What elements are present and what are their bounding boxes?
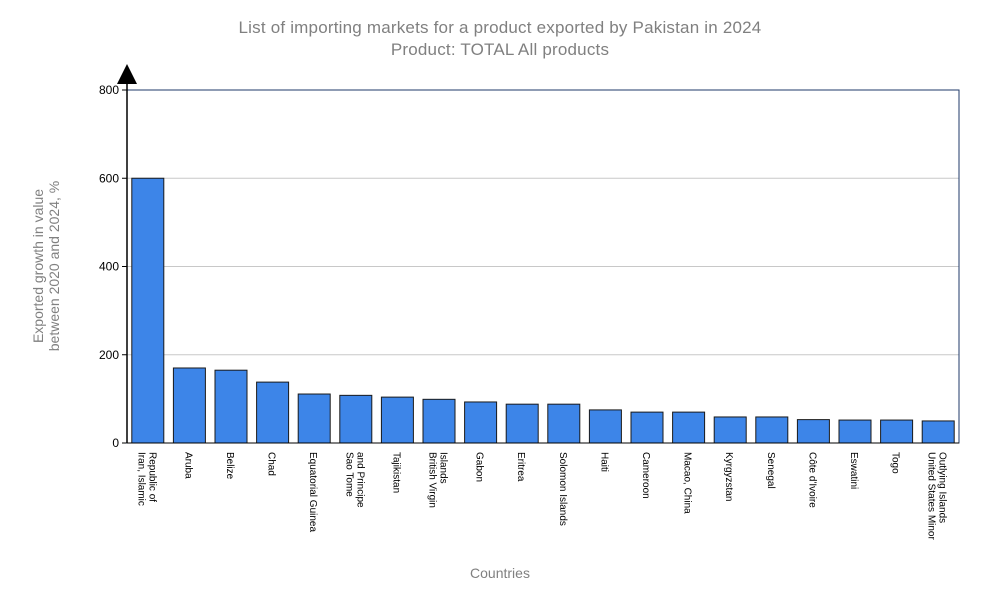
- y-tick-label: 800: [99, 83, 119, 97]
- x-tick-label: Kyrgyzstan: [723, 452, 734, 501]
- y-tick-label: 400: [99, 260, 119, 274]
- bar: [464, 401, 498, 444]
- y-tick-label: 0: [112, 436, 119, 450]
- x-tick-label: Aruba: [182, 452, 193, 479]
- x-tick-label-line: Sao Tome: [343, 452, 354, 497]
- x-tick-label-line: Côte d'Ivoire: [806, 452, 817, 508]
- x-tick-label-line: and Principe: [354, 452, 365, 508]
- chart-subtitle: Product: TOTAL All products: [390, 40, 610, 59]
- y-tick-labels: 0 200 400 600 800: [99, 83, 119, 450]
- x-tick-label: Sao Tome and Principe: [343, 452, 365, 508]
- bar: [339, 394, 373, 444]
- x-tick-label-line: Eswatini: [848, 452, 859, 489]
- bars: [131, 177, 955, 444]
- x-tick-label: Eritrea: [515, 452, 526, 482]
- y-tick-label: 600: [99, 171, 119, 185]
- bar: [713, 416, 747, 444]
- y-axis-arrow-icon: [117, 64, 137, 84]
- x-tick-label-line: Solomon Islands: [557, 452, 568, 526]
- x-tick-label: Côte d'Ivoire: [806, 452, 817, 508]
- x-tick-label: Belize: [224, 452, 235, 480]
- x-tick-label-line: Haiti: [598, 452, 609, 472]
- x-tick-label-line: Cameroon: [640, 452, 651, 499]
- x-tick-label-line: Outlying Islands: [937, 452, 948, 523]
- bar: [672, 411, 706, 444]
- x-tick-label-line: Eritrea: [515, 452, 526, 482]
- bar: [921, 420, 955, 444]
- x-tick-label: Chad: [266, 452, 277, 476]
- bar: [755, 416, 789, 444]
- x-axis-label: Countries: [470, 565, 530, 581]
- x-tick-label-line: Gabon: [474, 452, 485, 482]
- x-tick-label-line: Tajikistan: [390, 452, 401, 493]
- x-tick-label: Tajikistan: [390, 452, 401, 493]
- bar: [505, 403, 539, 444]
- bar: [131, 177, 165, 444]
- bar: [380, 396, 414, 444]
- bar: [297, 393, 331, 444]
- bar: [172, 367, 206, 444]
- x-tick-label-line: Togo: [890, 452, 901, 474]
- x-tick-label: Gabon: [474, 452, 485, 482]
- x-tick-label: Macao, China: [682, 452, 693, 514]
- x-tick-label-line: Iran, Islamic: [135, 452, 146, 506]
- bar: [547, 403, 581, 444]
- bar: [838, 419, 872, 444]
- x-tick-label: British Virgin Islands: [427, 452, 449, 508]
- x-tick-label-line: Chad: [266, 452, 277, 476]
- x-tick-label: Senegal: [765, 452, 776, 489]
- chart-title: List of importing markets for a product …: [238, 18, 762, 37]
- x-tick-label-line: Equatorial Guinea: [307, 452, 318, 532]
- x-tick-label-line: Senegal: [765, 452, 776, 489]
- x-tick-label: Eswatini: [848, 452, 859, 489]
- x-tick-label-line: Belize: [224, 452, 235, 480]
- bar: [256, 381, 290, 444]
- x-tick-label: United States Minor Outlying Islands: [926, 452, 948, 540]
- y-tick-label: 200: [99, 348, 119, 362]
- bar: [796, 419, 830, 444]
- x-tick-label-line: Islands: [438, 452, 449, 484]
- x-tick-label: Solomon Islands: [557, 452, 568, 526]
- x-tick-labels: Iran, Islamic Republic of Aruba Belize Chad E…: [135, 452, 947, 540]
- x-tick-label-line: United States Minor: [926, 452, 937, 540]
- bar: [214, 369, 248, 444]
- x-tick-label: Haiti: [598, 452, 609, 472]
- x-tick-label-line: Kyrgyzstan: [723, 452, 734, 501]
- x-tick-label: Togo: [890, 452, 901, 474]
- x-tick-label-line: Republic of: [146, 452, 157, 502]
- axes: [117, 64, 960, 444]
- gridlines: [127, 177, 959, 356]
- x-tick-label: Cameroon: [640, 452, 651, 499]
- bar: [630, 411, 664, 444]
- bar: [422, 398, 456, 444]
- x-tick-label-line: Macao, China: [682, 452, 693, 514]
- x-tick-label: Iran, Islamic Republic of: [135, 452, 157, 506]
- bar: [880, 419, 914, 444]
- x-tick-label-line: British Virgin: [427, 452, 438, 508]
- x-tick-label: Equatorial Guinea: [307, 452, 318, 532]
- bar: [588, 409, 622, 444]
- x-tick-label-line: Aruba: [182, 452, 193, 479]
